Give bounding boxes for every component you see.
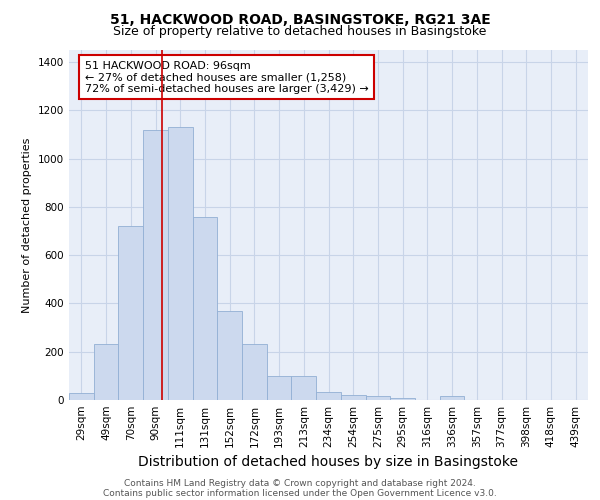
- Y-axis label: Number of detached properties: Number of detached properties: [22, 138, 32, 312]
- Bar: [69, 393, 94, 400]
- X-axis label: Distribution of detached houses by size in Basingstoke: Distribution of detached houses by size …: [139, 456, 518, 469]
- Bar: [341, 395, 365, 400]
- Bar: [193, 216, 217, 400]
- Bar: [365, 396, 390, 400]
- Bar: [242, 344, 267, 400]
- Text: 51, HACKWOOD ROAD, BASINGSTOKE, RG21 3AE: 51, HACKWOOD ROAD, BASINGSTOKE, RG21 3AE: [110, 12, 490, 26]
- Bar: [118, 226, 143, 400]
- Bar: [94, 344, 118, 400]
- Bar: [217, 310, 242, 400]
- Text: Size of property relative to detached houses in Basingstoke: Size of property relative to detached ho…: [113, 25, 487, 38]
- Bar: [168, 127, 193, 400]
- Bar: [292, 376, 316, 400]
- Bar: [143, 130, 168, 400]
- Bar: [440, 396, 464, 400]
- Text: Contains public sector information licensed under the Open Government Licence v3: Contains public sector information licen…: [103, 488, 497, 498]
- Text: 51 HACKWOOD ROAD: 96sqm
← 27% of detached houses are smaller (1,258)
72% of semi: 51 HACKWOOD ROAD: 96sqm ← 27% of detache…: [85, 60, 368, 94]
- Bar: [267, 376, 292, 400]
- Text: Contains HM Land Registry data © Crown copyright and database right 2024.: Contains HM Land Registry data © Crown c…: [124, 478, 476, 488]
- Bar: [390, 398, 415, 400]
- Bar: [316, 392, 341, 400]
